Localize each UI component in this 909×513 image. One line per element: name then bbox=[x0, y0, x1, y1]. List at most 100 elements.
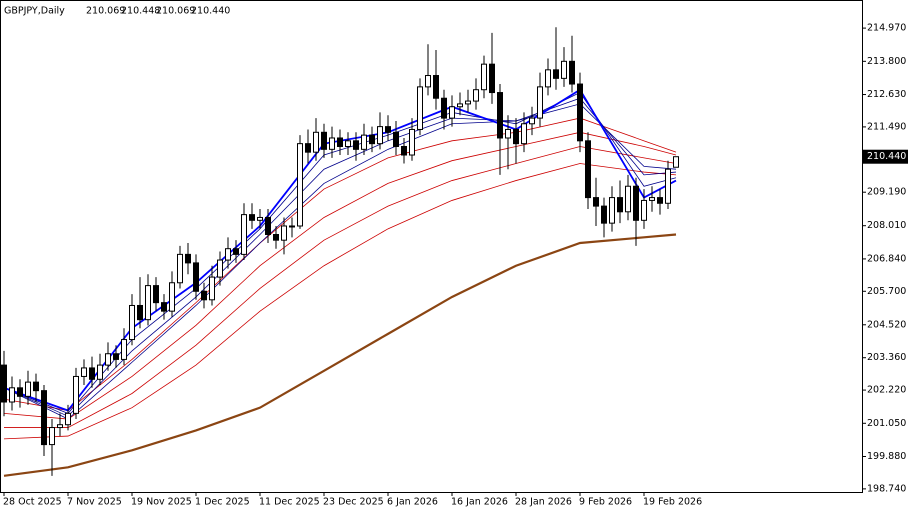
candle-body bbox=[657, 197, 663, 204]
chart-title: GBPJPY,Daily bbox=[4, 6, 65, 17]
y-tick-label: 203.360 bbox=[867, 352, 906, 363]
x-tick-label: 28 Jan 2026 bbox=[515, 497, 572, 508]
x-tick-label: 19 Feb 2026 bbox=[643, 497, 702, 508]
candle-body bbox=[273, 234, 279, 241]
candle-body bbox=[497, 92, 503, 139]
candle-body bbox=[425, 75, 431, 88]
candle-body bbox=[641, 199, 647, 221]
candle-body bbox=[361, 134, 367, 150]
candle-body bbox=[457, 103, 463, 108]
candle-body bbox=[225, 248, 231, 261]
header-low: 210.069 bbox=[156, 6, 195, 17]
candle-body bbox=[209, 276, 215, 301]
candle-body bbox=[441, 97, 447, 119]
candle-body bbox=[601, 205, 607, 224]
candle-body bbox=[41, 390, 47, 446]
candle-body bbox=[385, 126, 391, 133]
plot-area bbox=[1, 27, 679, 477]
candle-body bbox=[489, 63, 495, 94]
candle-body bbox=[353, 140, 359, 150]
moving-average bbox=[3, 233, 677, 477]
candle-body bbox=[233, 248, 239, 255]
candle-body bbox=[505, 128, 511, 139]
candle-body bbox=[201, 290, 207, 301]
candle-body bbox=[569, 60, 575, 85]
candle-body bbox=[169, 282, 175, 312]
candle-body bbox=[625, 185, 631, 213]
y-tick-label: 201.050 bbox=[867, 418, 906, 429]
candle-body bbox=[449, 106, 455, 119]
y-tick-label: 211.490 bbox=[867, 121, 906, 132]
candle-body bbox=[577, 83, 583, 142]
moving-average bbox=[3, 103, 677, 420]
x-tick-label: 16 Jan 2026 bbox=[451, 497, 508, 508]
x-tick-label: 28 Oct 2025 bbox=[3, 497, 62, 508]
candle-body bbox=[193, 262, 199, 292]
candle-body bbox=[393, 131, 399, 147]
candle-body bbox=[465, 100, 471, 105]
candle-body bbox=[289, 225, 295, 228]
candle-body bbox=[145, 285, 151, 321]
candle-body bbox=[9, 387, 15, 403]
candle-body bbox=[649, 197, 655, 201]
candle-body bbox=[665, 168, 671, 204]
x-tick-label: 11 Dec 2025 bbox=[259, 497, 320, 508]
y-tick-label: 206.840 bbox=[867, 253, 906, 264]
candle-body bbox=[561, 60, 567, 79]
candle-body bbox=[97, 364, 103, 380]
candle-body bbox=[313, 131, 319, 153]
candle-body bbox=[329, 137, 335, 150]
candle-body bbox=[401, 145, 407, 156]
candle-body bbox=[417, 86, 423, 130]
candle-body bbox=[153, 285, 159, 304]
y-tick-label: 199.880 bbox=[867, 451, 906, 462]
current-price-box bbox=[862, 149, 908, 164]
candle-body bbox=[241, 214, 247, 255]
moving-average bbox=[3, 117, 677, 411]
candle-body bbox=[25, 381, 31, 397]
candle-body bbox=[89, 367, 95, 380]
candle-body bbox=[17, 387, 23, 397]
candle-body bbox=[529, 117, 535, 125]
y-tick-label: 209.190 bbox=[867, 187, 906, 198]
candle-body bbox=[177, 253, 183, 284]
y-tick-label: 205.700 bbox=[867, 286, 906, 297]
candle-body bbox=[473, 89, 479, 102]
candle-body bbox=[1, 364, 7, 403]
candle-body bbox=[481, 63, 487, 91]
candle-body bbox=[105, 353, 111, 366]
candle-body bbox=[537, 86, 543, 119]
current-price-label: 210.440 bbox=[867, 151, 906, 162]
candle-body bbox=[65, 412, 71, 426]
y-tick-label: 214.970 bbox=[867, 23, 906, 34]
candle-body bbox=[321, 131, 327, 150]
y-tick-label: 213.800 bbox=[867, 56, 906, 67]
header-close: 210.440 bbox=[191, 6, 230, 17]
candle-body bbox=[57, 424, 63, 429]
candle-body bbox=[73, 375, 79, 414]
x-tick-label: 23 Dec 2025 bbox=[323, 497, 384, 508]
candle-body bbox=[281, 225, 287, 241]
candle-body bbox=[217, 259, 223, 278]
plot-border bbox=[0, 0, 863, 493]
candle-body bbox=[265, 216, 271, 236]
candle-body bbox=[617, 197, 623, 213]
candle-body bbox=[129, 304, 135, 341]
y-tick-label: 208.010 bbox=[867, 220, 906, 231]
candle-body bbox=[49, 427, 55, 446]
candle-body bbox=[609, 197, 615, 224]
y-tick-label: 202.220 bbox=[867, 385, 906, 396]
candle-body bbox=[305, 143, 311, 153]
header-open: 210.069 bbox=[86, 6, 125, 17]
x-tick-label: 1 Dec 2025 bbox=[195, 497, 250, 508]
candle-body bbox=[137, 304, 143, 321]
candle-body bbox=[113, 353, 119, 360]
candle-body bbox=[257, 216, 263, 221]
candle-body bbox=[545, 69, 551, 88]
x-tick-label: 19 Nov 2025 bbox=[131, 497, 192, 508]
candle-body bbox=[433, 75, 439, 99]
candle-body bbox=[377, 126, 383, 145]
candle-body bbox=[585, 140, 591, 199]
y-tick-label: 204.520 bbox=[867, 319, 906, 330]
candle-body bbox=[673, 156, 679, 168]
